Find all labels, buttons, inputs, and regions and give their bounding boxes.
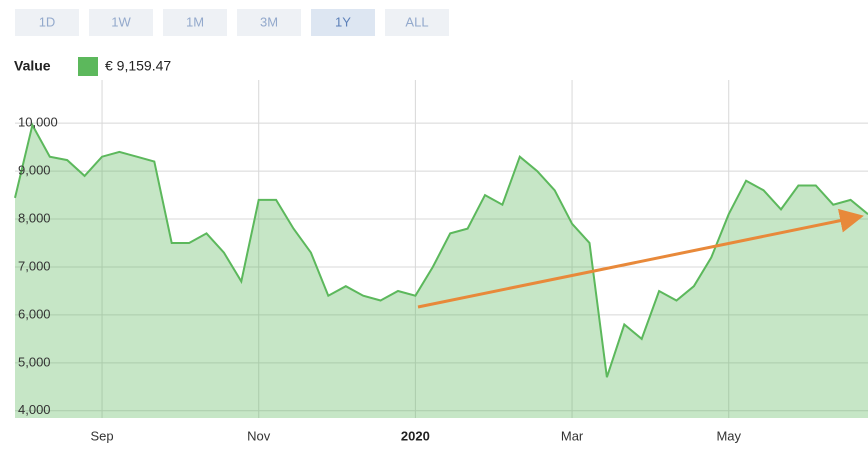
- range-button[interactable]: [15, 9, 79, 36]
- range-button[interactable]: [311, 9, 375, 36]
- x-tick-label: Sep: [90, 428, 113, 443]
- range-button[interactable]: [385, 9, 449, 36]
- y-tick-label: 5,000: [18, 354, 51, 369]
- y-tick-label: 8,000: [18, 210, 51, 225]
- x-tick-label: May: [716, 428, 741, 443]
- range-button[interactable]: [89, 9, 153, 36]
- range-buttons: 1D 1W 1M 3M 1Y ALL: [15, 9, 449, 36]
- legend-value: € 9,159.47: [105, 58, 171, 74]
- y-tick-label: 9,000: [18, 163, 51, 178]
- range-button-label[interactable]: 1Y: [335, 14, 351, 29]
- y-tick-label: 4,000: [18, 402, 51, 417]
- legend-swatch: [78, 57, 98, 76]
- range-button-label[interactable]: 3M: [260, 14, 278, 29]
- y-tick-label: 7,000: [18, 258, 51, 273]
- range-button-label[interactable]: 1D: [39, 14, 56, 29]
- x-tick-label: 2020: [401, 428, 430, 443]
- legend-name: Value: [14, 58, 51, 74]
- range-button[interactable]: [163, 9, 227, 36]
- x-tick-label: Nov: [247, 428, 271, 443]
- y-tick-label: 10,000: [18, 115, 58, 130]
- range-button-label[interactable]: ALL: [405, 14, 428, 29]
- x-tick-label: Mar: [561, 428, 584, 443]
- trend-arrow: [417, 208, 864, 309]
- range-button[interactable]: [237, 9, 301, 36]
- line: [14, 122, 868, 378]
- range-button-label[interactable]: 1W: [111, 14, 131, 29]
- plot-area: [14, 80, 868, 418]
- y-tick-label: 6,000: [18, 306, 51, 321]
- range-button-label[interactable]: 1M: [186, 14, 204, 29]
- area: [15, 125, 868, 418]
